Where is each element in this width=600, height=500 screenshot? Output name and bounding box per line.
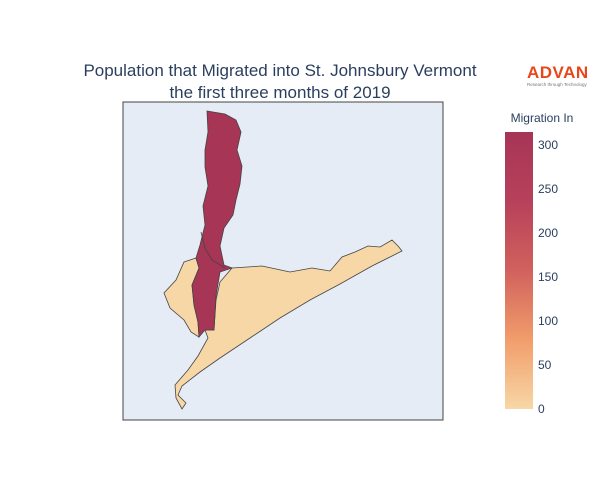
- chart-title-line-2: the first three months of 2019: [169, 83, 391, 102]
- colorbar-tick-label: 100: [538, 314, 558, 328]
- colorbar-title: Migration In: [511, 111, 574, 125]
- colorbar-tick-label: 150: [538, 270, 558, 284]
- region-east[interactable]: [174, 239, 403, 410]
- region-north-inner-boundary: [200, 231, 226, 269]
- colorbar: [505, 132, 533, 409]
- colorbar-tick-label: 0: [538, 402, 545, 416]
- colorbar-ticks: 0 50 100 150 200 250 300: [538, 138, 558, 416]
- chart-title: Population that Migrated into St. Johnsb…: [40, 60, 520, 104]
- chart-title-line-1: Population that Migrated into St. Johnsb…: [83, 61, 477, 80]
- logo-tagline: Research through Technology: [527, 82, 587, 87]
- colorbar-tick-label: 300: [538, 138, 558, 152]
- colorbar-tick-label: 200: [538, 226, 558, 240]
- colorbar-tick-label: 50: [538, 358, 552, 372]
- map-frame: [122, 101, 444, 421]
- logo-wordmark: ADVAN: [527, 63, 589, 82]
- region-north[interactable]: [191, 110, 243, 339]
- colorbar-tick-label: 250: [538, 182, 558, 196]
- advan-logo: ADVAN Research through Technology: [527, 64, 597, 88]
